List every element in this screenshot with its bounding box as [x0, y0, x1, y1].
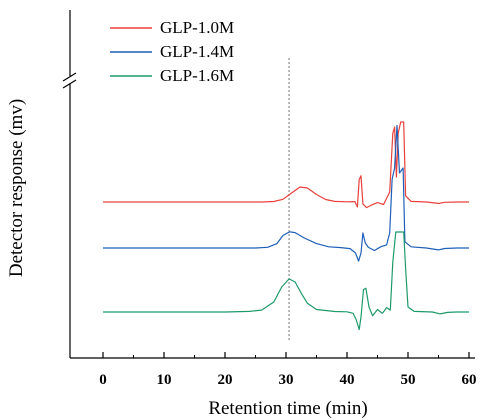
- x-tick-label: 10: [157, 372, 172, 388]
- y-axis-label: Detector response (mv): [6, 99, 27, 277]
- x-tick-label: 50: [401, 372, 416, 388]
- axis-break-mark: [62, 72, 77, 89]
- legend-label: GLP-1.4M: [160, 42, 234, 61]
- series-group: [103, 121, 469, 331]
- x-ticks: 0 10 20 30 40 50 60: [99, 352, 477, 388]
- series-line-1: [103, 121, 469, 209]
- series-line-3: [103, 231, 469, 331]
- legend: GLP-1.0M GLP-1.4M GLP-1.6M: [110, 18, 234, 85]
- x-tick-label: 0: [99, 372, 107, 388]
- x-axis-label: Retention time (min): [208, 398, 367, 419]
- x-tick-label: 40: [340, 372, 355, 388]
- legend-label: GLP-1.6M: [160, 66, 234, 85]
- x-tick-label: 20: [218, 372, 233, 388]
- legend-label: GLP-1.0M: [160, 18, 234, 37]
- x-tick-label: 60: [462, 372, 477, 388]
- x-tick-label: 30: [279, 372, 294, 388]
- series-line-2: [103, 124, 469, 262]
